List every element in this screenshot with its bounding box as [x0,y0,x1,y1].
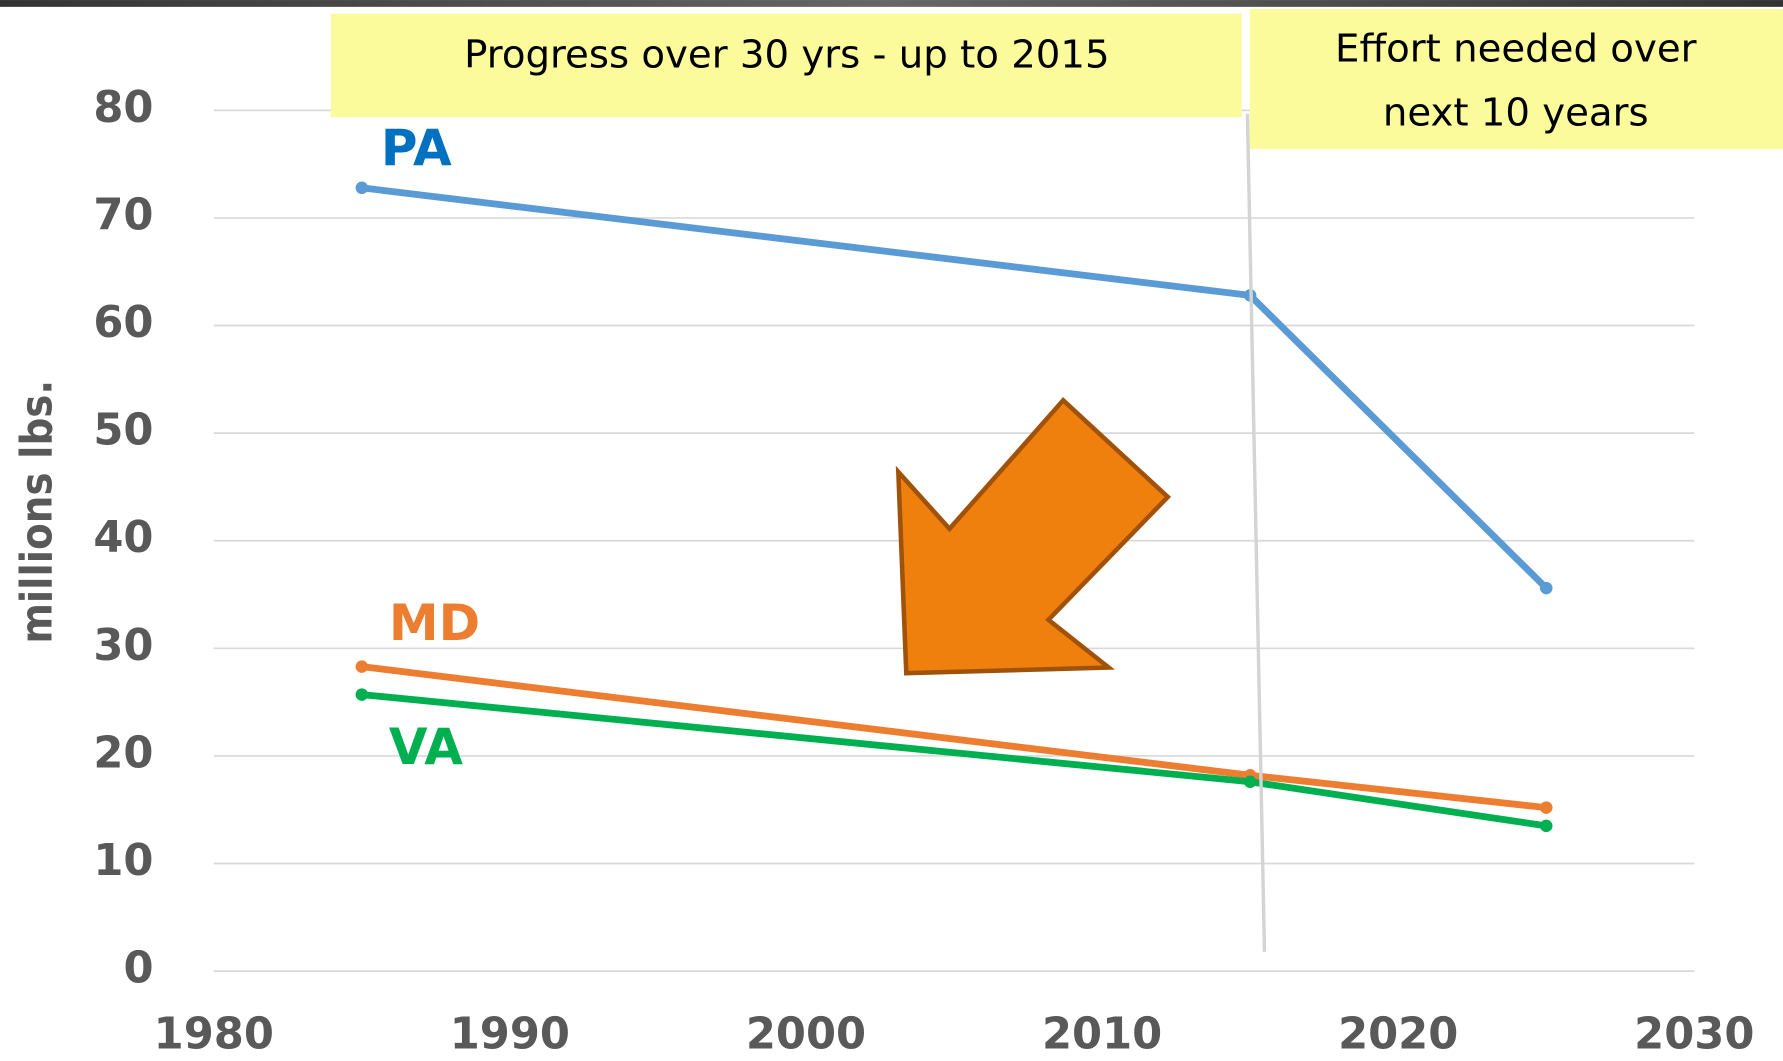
x-tick-label: 1980 [154,1010,274,1060]
y-tick-label: 10 [93,836,153,886]
series-label: MD [389,594,480,652]
annotation: Effort needed over [1335,27,1697,72]
y-tick-label: 0 [123,944,153,994]
x-tick-label: 2010 [1042,1010,1162,1060]
point [1539,801,1553,814]
series-line [361,691,1547,830]
y-tick-label: 20 [93,728,153,778]
lines: PA MD VA [355,119,1553,833]
y-tick-label: 80 [93,83,153,133]
y-tick-label: 60 [93,298,153,348]
y-tick-label: 50 [93,406,153,456]
y-tick-label: 70 [93,190,153,240]
point [355,181,369,195]
series-label: PA [381,119,452,177]
top-bar [0,0,1783,7]
point [1539,581,1553,595]
divider [1245,113,1267,952]
series-label: VA [389,718,463,776]
point [1539,819,1553,833]
y-tick-label: 40 [93,513,153,563]
series-line [361,663,1547,811]
x-tick-label: 2000 [746,1010,866,1060]
point [355,688,369,701]
point [355,660,369,673]
annotation-box [330,13,1242,118]
y-axis-label: millions lbs. [12,380,62,644]
x-tick-label: 1990 [450,1010,570,1060]
point [1243,775,1257,789]
y-tick-label: 30 [93,621,153,671]
annotation: next 10 years [1383,90,1649,135]
annotation-box [1249,9,1783,149]
annotation: Progress over 30 yrs - up to 2015 [464,32,1109,77]
arrow [895,397,1172,676]
x-tick-label: 2030 [1634,1010,1754,1060]
x-tick-label: 2020 [1338,1010,1458,1060]
